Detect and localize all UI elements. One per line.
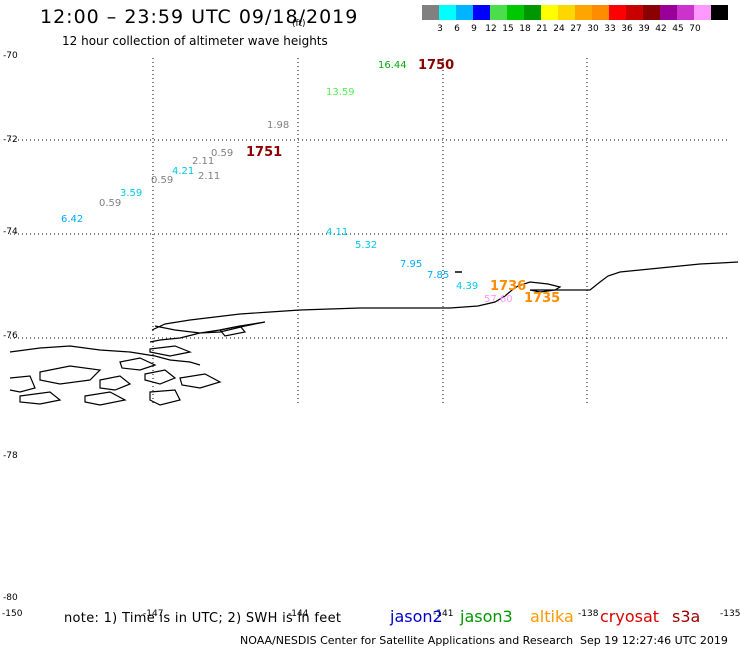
wave-height-label: 4.39 bbox=[456, 281, 478, 292]
lon-label: -150 bbox=[2, 609, 23, 619]
wave-height-label: 0.59 bbox=[211, 148, 233, 159]
coastline bbox=[9, 261, 739, 406]
island bbox=[218, 325, 247, 337]
wave-height-label: 4.21 bbox=[172, 166, 194, 177]
legend-swatch bbox=[439, 5, 456, 20]
note-text: note: 1) Time is in UTC; 2) SWH is in fe… bbox=[64, 611, 342, 626]
satellite-name: jason3 bbox=[460, 607, 513, 626]
wave-height-label: 16.44 bbox=[378, 60, 407, 71]
legend-swatch bbox=[694, 5, 711, 20]
island bbox=[9, 375, 36, 393]
timestamp: Sep 19 12:27:46 UTC 2019 bbox=[580, 634, 728, 647]
lon-label: -141 bbox=[433, 609, 453, 619]
island bbox=[19, 391, 62, 405]
legend-swatch bbox=[558, 5, 575, 20]
legend-swatch bbox=[507, 5, 524, 20]
legend-swatch bbox=[592, 5, 609, 20]
satellite-name: s3a bbox=[672, 607, 701, 626]
legend-units: (ft) bbox=[292, 19, 306, 29]
lat-label: -78 bbox=[3, 451, 18, 461]
legend-label: 6 bbox=[454, 24, 460, 34]
legend-swatch bbox=[456, 5, 473, 20]
lat-label: -74 bbox=[3, 227, 18, 237]
wave-height-label: 7.85 bbox=[427, 270, 449, 281]
island bbox=[84, 391, 127, 406]
legend-label: 15 bbox=[502, 24, 514, 34]
legend-swatch bbox=[643, 5, 660, 20]
lat-label: -72 bbox=[3, 135, 18, 145]
ice-shelf-edge bbox=[151, 261, 739, 331]
lon-label: -144 bbox=[288, 609, 309, 619]
wave-height-label: 5.32 bbox=[355, 240, 377, 251]
satellite-name: cryosat bbox=[600, 607, 660, 626]
graticule bbox=[10, 58, 730, 405]
legend-label: 24 bbox=[553, 24, 565, 34]
wave-height-label: 4.11 bbox=[326, 227, 348, 238]
legend-swatch bbox=[711, 5, 728, 20]
legend-swatch bbox=[660, 5, 677, 20]
time-label: 1750 bbox=[418, 58, 454, 73]
lat-label: -76 bbox=[3, 331, 18, 341]
wave-height-label: 6.42 bbox=[61, 214, 83, 225]
legend-swatch bbox=[524, 5, 541, 20]
island bbox=[99, 375, 132, 391]
axis-labels: -70 -72 -74 -76 -78 -80 -150 -147 -144 -141 -138 -1… bbox=[2, 51, 740, 619]
time-label: 1736 bbox=[490, 279, 526, 294]
satellite-name: altika bbox=[530, 607, 574, 626]
satellite-name: jason2 bbox=[390, 607, 443, 626]
lon-label: -135 bbox=[720, 609, 740, 619]
wave-height-label: 0.59 bbox=[151, 175, 173, 186]
legend-label: 42 bbox=[655, 24, 667, 34]
legend-label: 36 bbox=[621, 24, 633, 34]
legend-swatch bbox=[473, 5, 490, 20]
legend-label: 33 bbox=[604, 24, 616, 34]
coastline-segment bbox=[149, 321, 266, 343]
island bbox=[39, 365, 102, 385]
legend-label: 12 bbox=[485, 24, 497, 34]
wave-height-label: 13.59 bbox=[326, 87, 355, 98]
legend-label: 39 bbox=[638, 24, 650, 34]
island bbox=[149, 345, 193, 357]
legend-label: 30 bbox=[587, 24, 599, 34]
legend-swatch bbox=[422, 5, 439, 20]
legend-label: 27 bbox=[570, 24, 582, 34]
legend-swatch bbox=[609, 5, 626, 20]
wave-height-label: 2.11 bbox=[192, 156, 214, 167]
lat-label: -70 bbox=[3, 51, 18, 61]
map-subtitle: 12 hour collection of altimeter wave hei… bbox=[62, 34, 328, 48]
lon-label: -147 bbox=[143, 609, 163, 619]
time-label: 1751 bbox=[246, 145, 282, 160]
footer-credit: NOAA/NESDIS Center for Satellite Applica… bbox=[240, 634, 574, 647]
legend-swatch bbox=[541, 5, 558, 20]
island bbox=[179, 373, 222, 389]
wave-height-label: 1.98 bbox=[267, 120, 289, 131]
legend-label: 21 bbox=[536, 24, 548, 34]
island bbox=[149, 389, 181, 406]
map-title: 12:00 – 23:59 UTC 09/18/2019 bbox=[40, 6, 359, 28]
island bbox=[144, 369, 177, 385]
wave-height-label: 7.95 bbox=[400, 259, 422, 270]
wave-height-label: 3.59 bbox=[120, 188, 142, 199]
legend-swatch bbox=[677, 5, 694, 20]
lat-label: -80 bbox=[3, 593, 18, 603]
lon-label: -138 bbox=[578, 609, 599, 619]
legend-label: 70 bbox=[689, 24, 701, 34]
legend-label: 18 bbox=[519, 24, 531, 34]
time-label: 1735 bbox=[524, 291, 560, 306]
legend-swatch bbox=[575, 5, 592, 20]
island bbox=[119, 357, 157, 371]
wave-height-label: 2.11 bbox=[198, 171, 220, 182]
coastline-segment bbox=[9, 345, 201, 366]
legend-label: 3 bbox=[437, 24, 443, 34]
legend-swatch bbox=[626, 5, 643, 20]
wave-height-label: 57.60 bbox=[484, 294, 513, 305]
legend-label: 45 bbox=[672, 24, 684, 34]
legend-label: 9 bbox=[471, 24, 477, 34]
legend-swatch bbox=[490, 5, 507, 20]
wave-height-label: 0.59 bbox=[99, 198, 121, 209]
